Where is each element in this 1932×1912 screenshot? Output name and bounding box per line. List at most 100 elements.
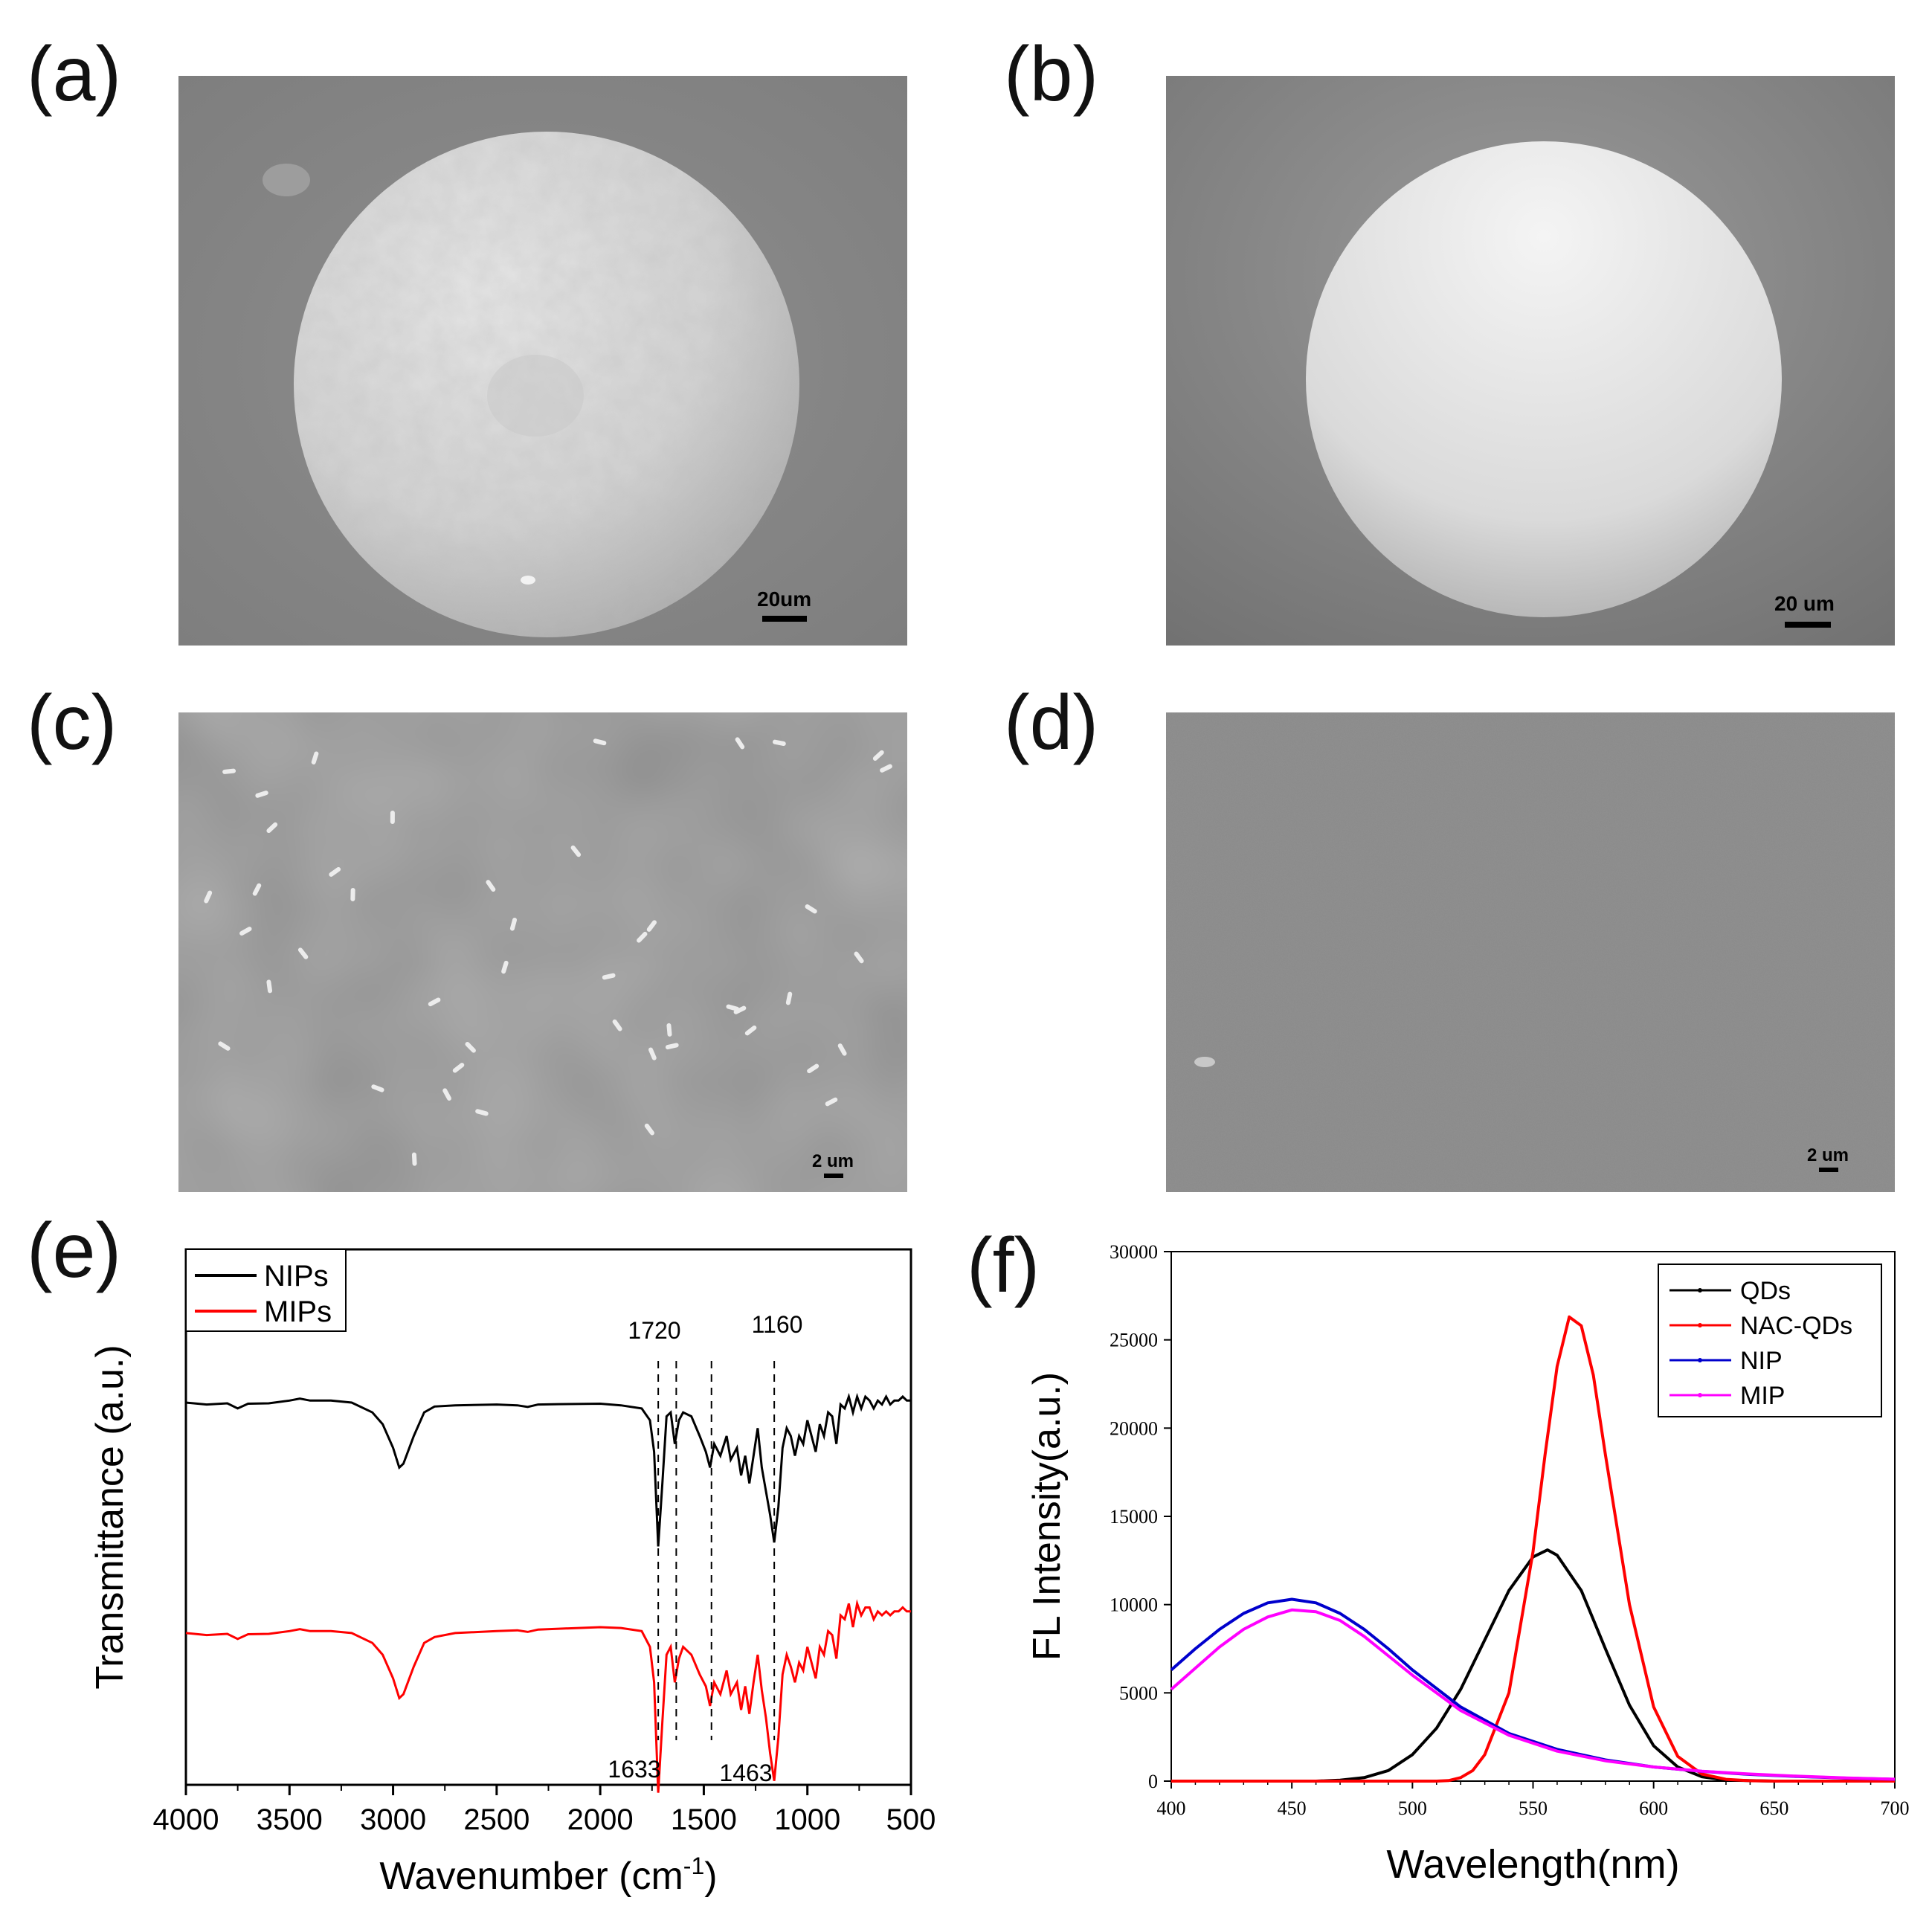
- bacterium: [350, 887, 355, 901]
- bacterium: [411, 1152, 417, 1166]
- peak-annotation: 1633: [608, 1756, 660, 1783]
- bacterium: [442, 1088, 451, 1101]
- scale-bar-line: [824, 1174, 843, 1178]
- bacterium: [837, 1043, 847, 1056]
- series-line-qds: [1171, 1548, 1895, 1783]
- bacterium: [509, 917, 518, 931]
- sem-image-d: 2 um: [1166, 712, 1895, 1192]
- legend-marker: [1698, 1358, 1702, 1362]
- x-axis-label-f: Wavelength(nm): [1386, 1842, 1679, 1887]
- series-line-nac-qds: [1171, 1315, 1895, 1783]
- peak-annotation: 1463: [719, 1760, 772, 1786]
- x-tick-label-e: 2500: [463, 1803, 529, 1836]
- legend-marker: [1698, 1393, 1702, 1397]
- x-tick-label-e: 1000: [774, 1803, 840, 1836]
- legend-label-mips: MIPs: [264, 1295, 332, 1328]
- x-tick-label-e: 1500: [671, 1803, 737, 1836]
- debris-blob: [263, 164, 310, 196]
- bacterium: [266, 822, 278, 834]
- x-tick-label-f: 650: [1759, 1797, 1788, 1819]
- bacterium: [807, 1063, 820, 1074]
- x-tick-label-e: 500: [886, 1803, 936, 1836]
- bacterium: [570, 845, 582, 857]
- bacterium: [371, 1084, 384, 1092]
- bacterium: [854, 951, 864, 964]
- y-tick-label-f: 10000: [1110, 1594, 1158, 1616]
- bacterium: [805, 904, 817, 914]
- bacterium: [773, 739, 786, 746]
- legend-label-nips: NIPs: [264, 1260, 329, 1293]
- bacterium: [602, 973, 616, 980]
- bacterium: [644, 1123, 654, 1136]
- bacterium: [501, 960, 509, 974]
- panel-label-f: (f): [967, 1223, 1040, 1309]
- legend-box-e: [185, 1249, 347, 1332]
- scale-bar-label: 20 um: [1774, 592, 1835, 615]
- legend-marker: [1698, 1323, 1702, 1327]
- x-tick-label-e: 4000: [153, 1803, 219, 1836]
- peak-annotation: 1720: [628, 1317, 680, 1344]
- bacterium: [825, 1097, 838, 1107]
- bacterium: [880, 764, 892, 773]
- bacterium: [665, 1043, 679, 1050]
- scale-bar-line: [1819, 1168, 1838, 1172]
- bacterium: [204, 890, 213, 904]
- x-tick-label-e: 2000: [567, 1803, 634, 1836]
- bacterium: [390, 810, 395, 824]
- sem-image-b: 20 um: [1166, 76, 1895, 646]
- y-tick-label-f: 20000: [1110, 1417, 1158, 1439]
- x-tick-label-f: 500: [1398, 1797, 1427, 1819]
- bacterium: [637, 931, 648, 943]
- bacterium: [593, 738, 607, 746]
- scale-bar-label: 2 um: [812, 1151, 854, 1171]
- x-tick-label-f: 400: [1157, 1797, 1186, 1819]
- bacterium: [329, 866, 341, 877]
- x-axis-label-e: Wavenumber (cm-1): [379, 1853, 717, 1898]
- bacterium: [218, 1041, 231, 1051]
- bacterium: [646, 920, 657, 932]
- sem-image-a: 20um: [178, 76, 907, 646]
- bacterium: [465, 1041, 476, 1053]
- y-tick-label-f: 30000: [1110, 1241, 1158, 1263]
- y-axis-label-f: FL Intensity(a.u.): [1025, 1372, 1069, 1661]
- peak-annotation: 1160: [752, 1311, 803, 1338]
- series-line-nips: [185, 1392, 911, 1547]
- bacterium: [785, 991, 793, 1005]
- bacterium: [666, 1023, 672, 1037]
- bacterium: [239, 927, 252, 936]
- y-tick-label-f: 5000: [1119, 1682, 1158, 1704]
- bacterium: [428, 997, 441, 1007]
- bacterium: [297, 947, 309, 959]
- bacterium: [872, 750, 884, 761]
- scale-bar-line: [762, 616, 807, 622]
- bacterium: [735, 737, 745, 750]
- y-tick-label-f: 0: [1148, 1771, 1158, 1792]
- x-tick-label-e: 3500: [257, 1803, 323, 1836]
- panel-label-c: (c): [27, 680, 117, 766]
- plot-frame-f: [1171, 1251, 1896, 1782]
- bacterium: [486, 880, 496, 892]
- panel-label-e: (e): [27, 1208, 122, 1294]
- bacterium: [475, 1109, 489, 1116]
- bacterium: [252, 883, 262, 896]
- bacterium: [648, 1047, 657, 1060]
- y-tick-label-f: 25000: [1110, 1330, 1158, 1351]
- sem-image-c: 2 um: [178, 712, 907, 1192]
- scale-bar-label: 2 um: [1807, 1145, 1849, 1165]
- scale-bar-line: [1785, 622, 1831, 628]
- legend-marker: [1698, 1288, 1702, 1293]
- y-axis-label-e: Transmittance (a.u.): [88, 1345, 132, 1689]
- bacterium: [726, 1004, 740, 1011]
- legend-label-mip: MIP: [1740, 1382, 1785, 1410]
- bacterium: [733, 1005, 747, 1014]
- y-tick-label-f: 15000: [1110, 1506, 1158, 1528]
- bacterium: [744, 1026, 757, 1036]
- panel-label-a: (a): [27, 31, 122, 118]
- bacterium: [266, 979, 273, 994]
- legend-label-nip: NIP: [1740, 1347, 1783, 1375]
- legend-label-nac-qds: NAC-QDs: [1740, 1312, 1852, 1340]
- scale-bar-label: 20um: [757, 588, 812, 611]
- bacterium: [452, 1063, 465, 1073]
- series-line-nip: [1170, 1597, 1896, 1781]
- panel-label-b: (b): [1004, 31, 1099, 118]
